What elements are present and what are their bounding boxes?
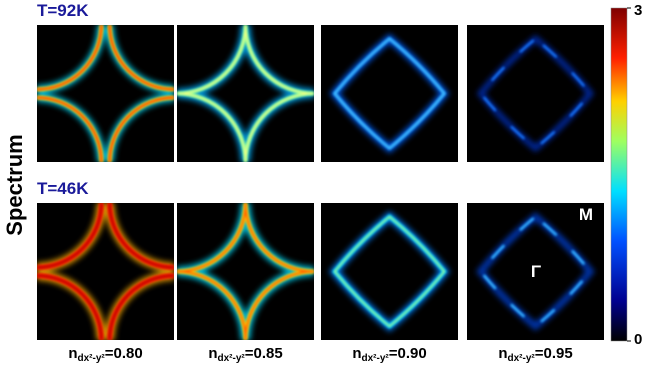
panel: [321, 203, 458, 340]
fermi-surface: [480, 38, 591, 149]
fermi-surface: [480, 216, 591, 327]
spectral-map: [328, 210, 451, 333]
fermi-surface: [334, 38, 445, 149]
symbol: n: [352, 345, 361, 362]
symbol: n: [208, 345, 217, 362]
column-label: ndx²-y²=0.80: [68, 345, 142, 364]
spectral-map: [177, 203, 314, 340]
row-label: T=92K: [37, 1, 89, 20]
value: =0.90: [389, 345, 427, 362]
panel: [37, 25, 174, 162]
row-label: T=46K: [37, 179, 89, 198]
subscript: dx²-y²: [217, 353, 245, 364]
column-label: ndx²-y²=0.85: [208, 345, 282, 364]
panel: [467, 203, 604, 340]
value: =0.95: [535, 345, 573, 362]
value: =0.85: [245, 345, 283, 362]
annotation: Γ: [531, 262, 541, 281]
annotation: M: [579, 205, 593, 224]
subscript: dx²-y²: [77, 353, 105, 364]
column-label: ndx²-y²=0.95: [498, 345, 572, 364]
spectral-map: [329, 33, 450, 154]
subscript: dx²-y²: [361, 353, 389, 364]
spectral-map: [476, 212, 595, 331]
spectral-map: [37, 25, 174, 162]
colorbar: [610, 7, 628, 342]
fermi-surface: [37, 25, 174, 162]
spectral-map: [37, 203, 174, 340]
panel: [467, 25, 604, 162]
subscript: dx²-y²: [507, 353, 535, 364]
colorbar-tick-label: 3: [634, 2, 642, 19]
panel: [37, 203, 174, 340]
column-label: ndx²-y²=0.90: [352, 345, 426, 364]
fermi-surface: [37, 203, 174, 340]
fermi-surface: [333, 215, 446, 328]
value: =0.80: [105, 345, 143, 362]
symbol: n: [68, 345, 77, 362]
colorbar-tick-label: 0: [634, 331, 642, 348]
symbol: n: [498, 345, 507, 362]
spectral-map: [476, 34, 595, 153]
fermi-surface: [177, 203, 314, 340]
y-label: Spectrum: [2, 134, 27, 235]
spectral-map: [177, 25, 314, 162]
fermi-surface: [177, 25, 314, 162]
panel: [321, 25, 458, 162]
